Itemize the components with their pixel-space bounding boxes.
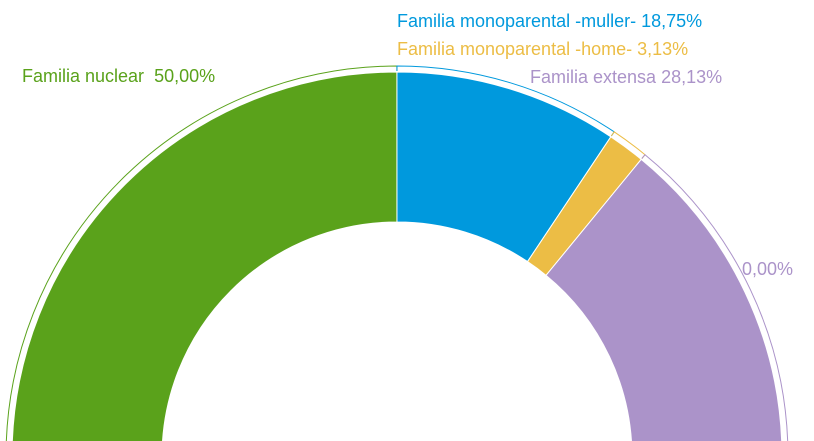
label-name: Familia monoparental -muller- <box>397 11 636 31</box>
data-label: Familia monoparental -home- 3,13% <box>397 39 688 59</box>
label-name: Familia nuclear <box>22 66 144 86</box>
slice <box>545 158 783 441</box>
label-value: 0,00% <box>742 259 793 279</box>
slice <box>11 71 398 441</box>
label-value: 50,00% <box>154 66 215 86</box>
data-label: 0,00% <box>742 259 793 279</box>
label-value: 28,13% <box>661 67 722 87</box>
data-label: Familia extensa 28,13% <box>530 67 722 87</box>
label-value: 18,75% <box>641 11 702 31</box>
leader-line <box>396 65 615 137</box>
leader-line <box>5 65 398 441</box>
data-label: Familia monoparental -muller- 18,75% <box>397 11 702 31</box>
label-name: Familia extensa <box>530 67 657 87</box>
label-value: 3,13% <box>637 39 688 59</box>
leader-line <box>641 154 789 441</box>
data-label: Familia nuclear 50,00% <box>22 66 215 86</box>
label-name: Familia monoparental -home- <box>397 39 632 59</box>
